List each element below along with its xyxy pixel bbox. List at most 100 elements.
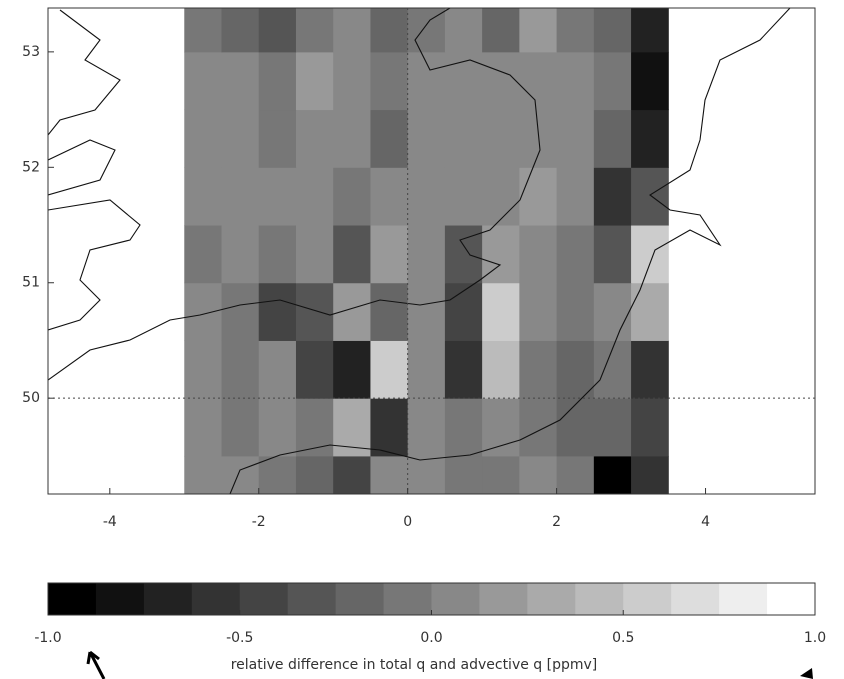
heatmap-cell (296, 110, 334, 168)
heatmap-cell (519, 225, 557, 283)
y-tick-label: 51 (22, 275, 40, 291)
colorbar-swatch (96, 583, 144, 615)
heatmap-cell (445, 52, 483, 110)
heatmap-cell (408, 456, 446, 514)
heatmap-cell (259, 167, 297, 225)
heatmap-cell (408, 340, 446, 398)
colorbar-swatch (48, 583, 96, 615)
heatmap-cell (184, 456, 222, 514)
colorbar-swatch (623, 583, 671, 615)
heatmap-cell (482, 456, 520, 514)
heatmap-cell (370, 110, 408, 168)
heatmap-cell (222, 340, 260, 398)
heatmap-cell (631, 398, 669, 456)
heatmap-cell (445, 225, 483, 283)
heatmap-cell (594, 167, 632, 225)
heatmap-cell (631, 167, 669, 225)
figure: -4-202450515253 -1.0-0.50.00.51.0 relati… (0, 0, 844, 679)
heatmap-cell (557, 225, 595, 283)
heatmap-cell (296, 52, 334, 110)
heatmap-cell (594, 283, 632, 341)
heatmap-cell (184, 283, 222, 341)
arrow (800, 668, 813, 679)
heatmap-cell (557, 283, 595, 341)
heatmap-cell (557, 398, 595, 456)
heatmap-cell (333, 167, 371, 225)
heatmap-cell (296, 340, 334, 398)
heatmap-cell (519, 398, 557, 456)
colorbar-swatch (671, 583, 719, 615)
heatmap-cell (482, 52, 520, 110)
arrow (88, 652, 104, 679)
heatmap-cell (259, 110, 297, 168)
heatmap-cell (445, 456, 483, 514)
x-tick-label: 0 (403, 514, 412, 530)
colorbar-swatch (144, 583, 192, 615)
colorbar-swatch (192, 583, 240, 615)
colorbar-swatch (384, 583, 432, 615)
heatmap-cell (631, 52, 669, 110)
heatmap-cell (631, 110, 669, 168)
colorbar-tick-label: -1.0 (34, 630, 61, 646)
heatmap-cell (259, 456, 297, 514)
heatmap-cell (482, 398, 520, 456)
heatmap-cell (296, 225, 334, 283)
colorbar-swatch (719, 583, 767, 615)
heatmap-cell (222, 283, 260, 341)
heatmap-cell (482, 340, 520, 398)
heatmap-cell (296, 167, 334, 225)
heatmap-cell (222, 398, 260, 456)
heatmap-cell (482, 167, 520, 225)
heatmap-cell (259, 398, 297, 456)
heatmap-cell (333, 340, 371, 398)
heatmap-cell (408, 283, 446, 341)
heatmap-cell (594, 110, 632, 168)
colorbar-swatch (288, 583, 336, 615)
heatmap-cell (184, 52, 222, 110)
heatmap-cell (296, 283, 334, 341)
heatmap-cell (631, 225, 669, 283)
heatmap-cell (333, 225, 371, 283)
heatmap-cell (557, 456, 595, 514)
heatmap-cell (370, 283, 408, 341)
heatmap-cell (184, 398, 222, 456)
heatmap-cell (222, 167, 260, 225)
heatmap-cell (631, 283, 669, 341)
heatmap-cell (482, 110, 520, 168)
heatmap-cell (445, 398, 483, 456)
heatmap-cell (222, 225, 260, 283)
heatmap-cell (631, 456, 669, 514)
heatmap-cell (222, 110, 260, 168)
colorbar-swatch (527, 583, 575, 615)
x-tick-label: 4 (701, 514, 710, 530)
heatmap-cell (259, 225, 297, 283)
heatmap-cell (594, 398, 632, 456)
colorbar-tick-label: -0.5 (226, 630, 253, 646)
heatmap-cell (557, 52, 595, 110)
y-tick-label: 52 (22, 159, 40, 175)
heatmap-cell (557, 340, 595, 398)
heatmap-cell (333, 52, 371, 110)
heatmap-cell (184, 340, 222, 398)
x-tick-label: 2 (552, 514, 561, 530)
heatmap-cell (222, 52, 260, 110)
colorbar-tick-label: 0.0 (420, 630, 442, 646)
colorbar-tick-label: 1.0 (804, 630, 826, 646)
heatmap-cell (557, 110, 595, 168)
heatmap-cell (408, 398, 446, 456)
heatmap-cell (445, 167, 483, 225)
heatmap-cell (370, 225, 408, 283)
colorbar-swatch (575, 583, 623, 615)
heatmap-cell (408, 110, 446, 168)
heatmap-cell (519, 456, 557, 514)
heatmap-cell (519, 340, 557, 398)
heatmap-cell (184, 225, 222, 283)
heatmap-cell (445, 340, 483, 398)
colorbar: -1.0-0.50.00.51.0 (34, 583, 826, 646)
heatmap-cell (445, 110, 483, 168)
x-tick-label: -4 (103, 514, 117, 530)
heatmap-cell (519, 283, 557, 341)
heatmap-cell (631, 340, 669, 398)
colorbar-swatch (479, 583, 527, 615)
heatmap-cell (333, 456, 371, 514)
